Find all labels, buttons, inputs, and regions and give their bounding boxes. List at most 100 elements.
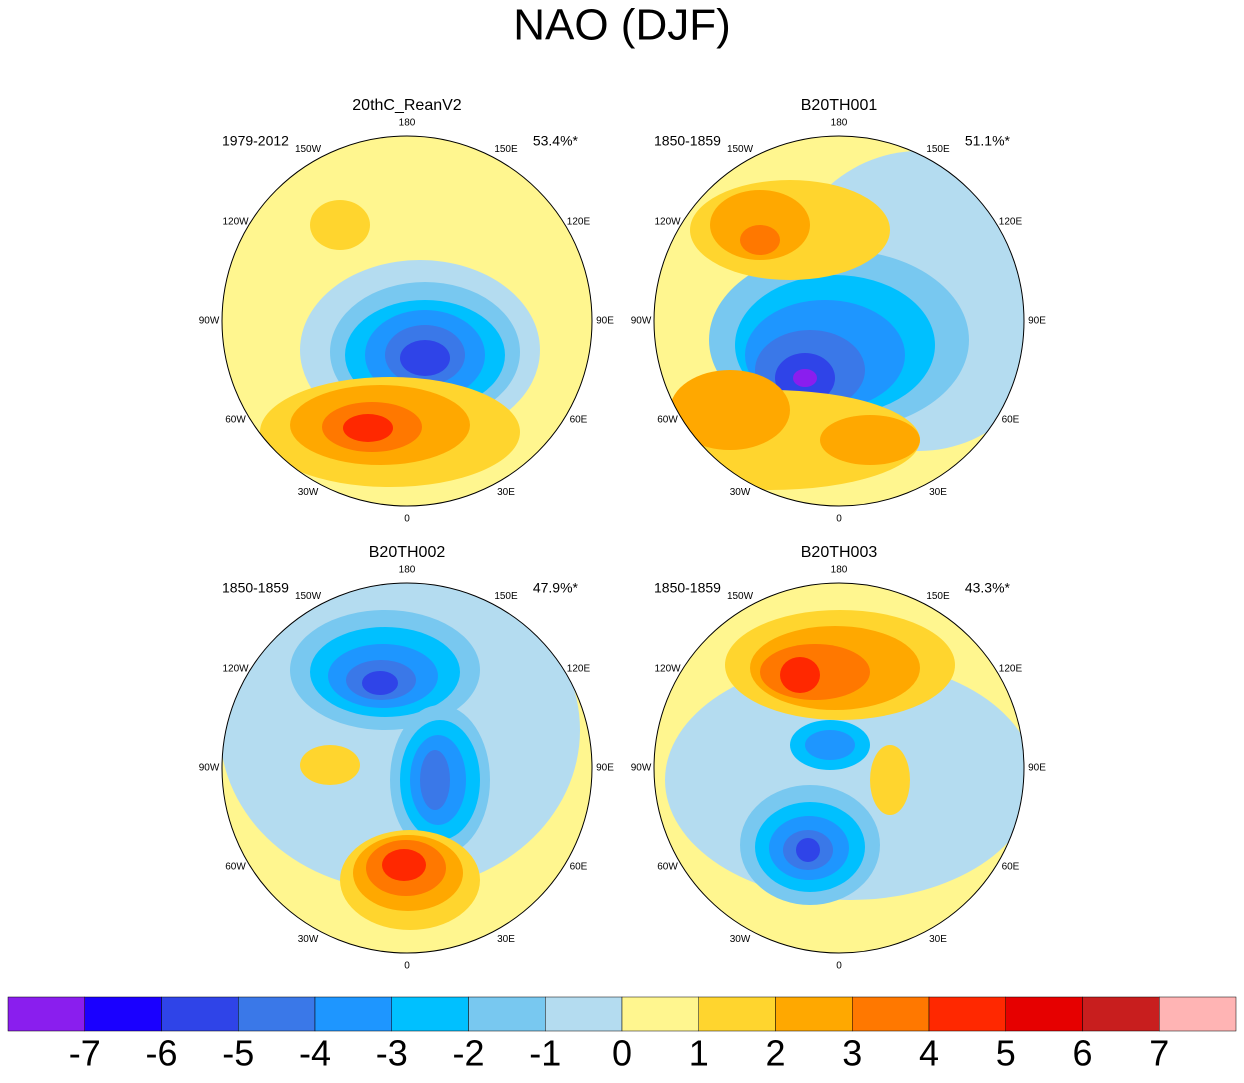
- longitude-label: 60E: [1002, 862, 1020, 873]
- colorbar-box: [314, 996, 392, 1032]
- longitude-label: 90E: [1028, 316, 1046, 327]
- anomaly-blob: [670, 370, 790, 450]
- map-panel: [222, 583, 592, 953]
- map-border: [653, 135, 1025, 507]
- longitude-label: 180: [831, 565, 848, 576]
- colorbar-label: 5: [996, 1033, 1016, 1074]
- longitude-label: 0: [836, 514, 842, 525]
- longitude-label: 30W: [730, 934, 751, 945]
- longitude-label: 60W: [657, 415, 678, 426]
- colorbar-box: [161, 996, 239, 1032]
- longitude-label: 150W: [727, 591, 754, 602]
- longitude-label: 120W: [654, 217, 681, 228]
- longitude-label: 120W: [654, 664, 681, 675]
- panel-title: 20thC_ReanV2: [352, 97, 462, 114]
- longitude-label: 120W: [222, 664, 249, 675]
- panel-period: 1850-1859: [654, 133, 721, 149]
- anomaly-blob: [343, 414, 393, 442]
- anomaly-blob: [780, 657, 820, 693]
- longitude-label: 180: [399, 565, 416, 576]
- longitude-label: 60W: [225, 862, 246, 873]
- colorbar-label: -4: [299, 1033, 331, 1074]
- map-panel: [222, 136, 592, 506]
- longitude-label: 150E: [926, 144, 950, 155]
- colorbar-label: 3: [842, 1033, 862, 1074]
- colorbar-label: -3: [376, 1033, 408, 1074]
- colorbar-box: [84, 996, 162, 1032]
- panel-period: 1979-2012: [222, 133, 289, 149]
- colorbar-box: [238, 996, 316, 1032]
- longitude-label: 90W: [199, 316, 220, 327]
- colorbar-box: [1005, 996, 1083, 1032]
- colorbar-label: -1: [529, 1033, 561, 1074]
- longitude-label: 30E: [497, 487, 515, 498]
- anomaly-blob: [362, 671, 398, 695]
- anomaly-blob: [310, 200, 370, 250]
- colorbar-label: 0: [612, 1033, 632, 1074]
- colorbar-label: -6: [145, 1033, 177, 1074]
- map-border: [653, 582, 1025, 954]
- panel-period: 1850-1859: [222, 580, 289, 596]
- colorbar-box: [1082, 996, 1160, 1032]
- anomaly-blob: [740, 225, 780, 255]
- panel-variance: 47.9%*: [533, 580, 579, 596]
- longitude-label: 150E: [494, 591, 518, 602]
- panel-title: B20TH003: [801, 544, 878, 561]
- longitude-label: 120E: [999, 217, 1023, 228]
- anomaly-blob: [420, 750, 450, 810]
- map-border: [221, 135, 593, 507]
- longitude-label: 150W: [727, 144, 754, 155]
- anomaly-blob: [870, 745, 910, 815]
- figure-title: NAO (DJF): [513, 1, 731, 50]
- anomaly-blob: [382, 849, 426, 881]
- map-panel: [654, 583, 1024, 953]
- anomaly-blob: [805, 730, 855, 760]
- colorbar-box: [1159, 996, 1237, 1032]
- longitude-label: 90W: [199, 763, 220, 774]
- colorbar-box: [775, 996, 853, 1032]
- longitude-label: 0: [836, 961, 842, 972]
- longitude-label: 60E: [570, 862, 588, 873]
- longitude-label: 30E: [929, 934, 947, 945]
- longitude-label: 180: [831, 118, 848, 129]
- panel-variance: 43.3%*: [965, 580, 1011, 596]
- anomaly-blob: [793, 369, 817, 387]
- longitude-label: 150W: [295, 591, 322, 602]
- longitude-label: 30W: [730, 487, 751, 498]
- longitude-label: 0: [404, 514, 410, 525]
- longitude-label: 90E: [1028, 763, 1046, 774]
- anomaly-blob: [820, 415, 920, 465]
- longitude-label: 90E: [596, 316, 614, 327]
- longitude-label: 180: [399, 118, 416, 129]
- colorbar-label: -5: [222, 1033, 254, 1074]
- map-panel: [654, 136, 1024, 506]
- panel-variance: 51.1%*: [965, 133, 1011, 149]
- longitude-label: 30W: [298, 934, 319, 945]
- colorbar-box: [698, 996, 776, 1032]
- longitude-label: 30E: [929, 487, 947, 498]
- longitude-label: 150E: [926, 591, 950, 602]
- colorbar-box: [391, 996, 469, 1032]
- panel-title: B20TH001: [801, 97, 878, 114]
- longitude-label: 60W: [225, 415, 246, 426]
- longitude-label: 0: [404, 961, 410, 972]
- longitude-label: 150E: [494, 144, 518, 155]
- longitude-label: 90E: [596, 763, 614, 774]
- longitude-label: 60W: [657, 862, 678, 873]
- colorbar-box: [928, 996, 1006, 1032]
- longitude-label: 120E: [567, 664, 591, 675]
- panel-period: 1850-1859: [654, 580, 721, 596]
- colorbar-label: 2: [765, 1033, 785, 1074]
- colorbar-label: -2: [452, 1033, 484, 1074]
- panel-title: B20TH002: [369, 544, 446, 561]
- longitude-label: 30W: [298, 487, 319, 498]
- longitude-label: 30E: [497, 934, 515, 945]
- longitude-label: 90W: [631, 316, 652, 327]
- colorbar-box: [852, 996, 930, 1032]
- colorbar-box: [621, 996, 699, 1032]
- longitude-label: 120E: [999, 664, 1023, 675]
- colorbar-label: 4: [919, 1033, 939, 1074]
- colorbar-box: [545, 996, 623, 1032]
- map-border: [221, 582, 593, 954]
